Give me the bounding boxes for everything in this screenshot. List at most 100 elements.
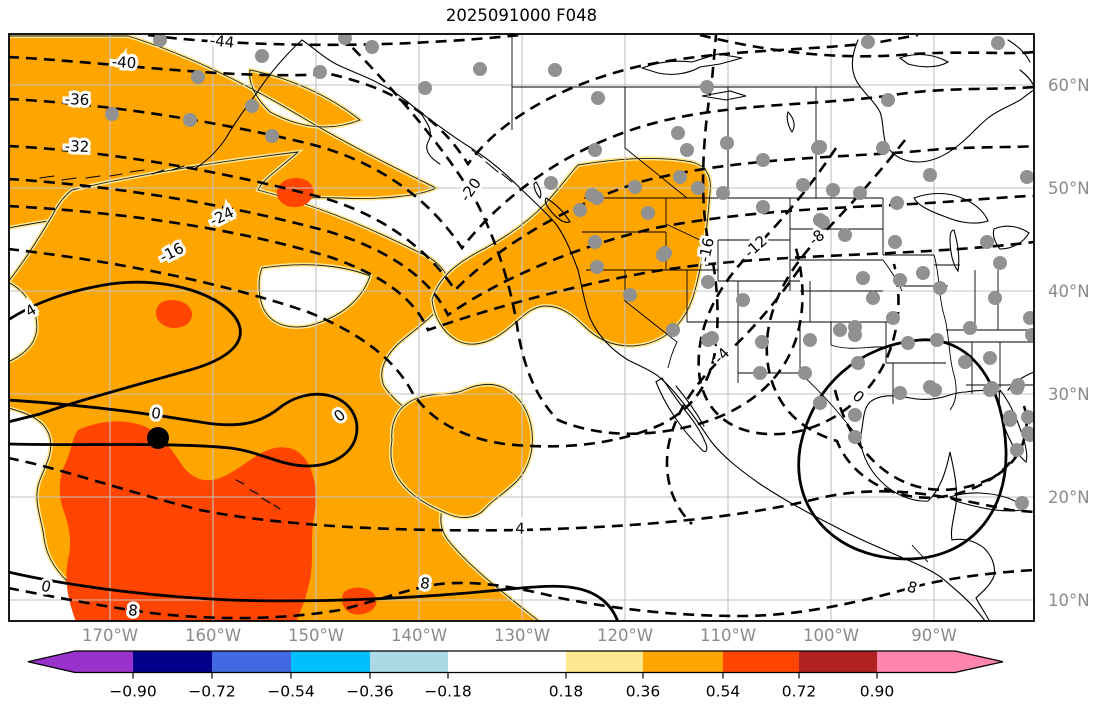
state-border — [830, 344, 888, 349]
station-dot — [930, 333, 944, 347]
station-dot — [958, 355, 972, 369]
colorbar-right-arrow — [955, 651, 1003, 673]
coastline — [195, 39, 303, 169]
contour-line-dashed — [665, 267, 802, 525]
station-dot — [923, 168, 937, 182]
contour-line-dashed — [9, 177, 1034, 317]
station-dot — [803, 333, 817, 347]
state-border — [911, 544, 929, 563]
contour-line-dashed — [9, 34, 719, 448]
station-dot — [1025, 328, 1034, 342]
x-axis-tick-label: 90°W — [911, 626, 957, 645]
station-dot — [338, 34, 352, 45]
contour-line-solid — [9, 280, 242, 424]
station-dot — [848, 328, 862, 342]
coastline — [701, 90, 747, 101]
station-dot — [813, 396, 827, 410]
colorbar-segment — [566, 651, 643, 673]
station-dot — [848, 430, 862, 444]
station-dot — [901, 336, 915, 350]
station-dot — [866, 291, 880, 305]
contour-line-dashed — [9, 144, 1034, 293]
station-dot — [881, 93, 895, 107]
station-dot — [756, 200, 770, 214]
x-axis-tick-label: 120°W — [597, 626, 653, 645]
shading-red-region — [155, 300, 192, 328]
coastline — [898, 53, 950, 68]
colorbar-segment — [799, 651, 877, 673]
coastline — [949, 229, 960, 273]
colorbar-outline — [27, 650, 1004, 674]
station-dot — [701, 333, 715, 347]
coastline — [655, 377, 708, 453]
station-dot — [861, 35, 875, 49]
station-dot — [980, 235, 994, 249]
contour-line-dashed — [697, 147, 900, 436]
contour-line-dashed — [9, 204, 1034, 332]
station-dot — [153, 34, 167, 47]
contour-label: -36 — [64, 90, 89, 109]
colorbar-tick-label: 0.90 — [860, 683, 895, 701]
shading-orange-edge — [431, 158, 711, 347]
station-dot — [191, 70, 205, 84]
coastline — [1007, 39, 1034, 87]
figure-title: 2025091000 F048 — [445, 6, 598, 25]
station-dot — [928, 383, 942, 397]
station-dot — [1023, 311, 1034, 325]
y-axis-tick-label: 20°N — [1048, 488, 1090, 507]
colorbar-tick-label: −0.18 — [424, 683, 472, 701]
x-axis-tick-label: 160°W — [185, 626, 241, 645]
colorbar-segment — [877, 651, 955, 673]
colorbar-segment — [291, 651, 370, 673]
colorbar-tick-label: 0.18 — [549, 683, 584, 701]
y-axis-tick-label: 50°N — [1048, 179, 1090, 198]
station-dot — [365, 40, 379, 54]
contour-label: -40 — [111, 53, 137, 73]
station-dot — [876, 141, 890, 155]
station-dot — [753, 366, 767, 380]
station-dot — [985, 381, 999, 395]
station-dot — [701, 275, 715, 289]
station-dot — [680, 143, 694, 157]
station-dot — [838, 228, 852, 242]
colorbar: −0.90 −0.72 −0.54 −0.36 −0.18 0.18 0.36 0.54 0.7… — [27, 650, 1004, 701]
station-dot — [848, 408, 862, 422]
coastline — [786, 110, 795, 133]
x-axis-tick-label: 150°W — [288, 626, 344, 645]
station-dot — [816, 215, 830, 229]
highlight-marker-dot — [147, 427, 169, 449]
contour-line-solid — [797, 338, 1008, 561]
contour-line-dashed — [9, 34, 919, 167]
station-dot — [473, 62, 487, 76]
colorbar-tick-label: −0.36 — [346, 683, 394, 701]
colorbar-segment — [448, 651, 566, 673]
x-axis-tick-label: 140°W — [391, 626, 447, 645]
coastline — [640, 53, 743, 75]
station-dot — [588, 143, 602, 157]
station-dot — [641, 206, 655, 220]
station-dot — [418, 81, 432, 95]
station-dot — [796, 178, 810, 192]
station-dot — [590, 260, 604, 274]
colorbar-tick-label: −0.72 — [188, 683, 236, 701]
contour-label: -20 — [456, 175, 485, 205]
station-dot — [963, 321, 977, 335]
station-dot — [691, 181, 705, 195]
station-dot — [716, 186, 730, 200]
contour-label: 8 — [905, 577, 920, 597]
station-dot — [916, 266, 930, 280]
station-dot — [893, 386, 907, 400]
x-axis-tick-label: 110°W — [700, 626, 756, 645]
station-dot — [993, 256, 1007, 270]
station-dot — [893, 273, 907, 287]
shading-red-region — [276, 178, 314, 208]
contour-label: -16 — [695, 236, 718, 264]
station-dot — [813, 140, 827, 154]
colorbar-tick-label: 0.54 — [706, 683, 741, 701]
station-dot — [183, 113, 197, 127]
coastline — [949, 492, 1023, 512]
station-dot — [851, 356, 865, 370]
contour-label: 8 — [127, 601, 138, 620]
